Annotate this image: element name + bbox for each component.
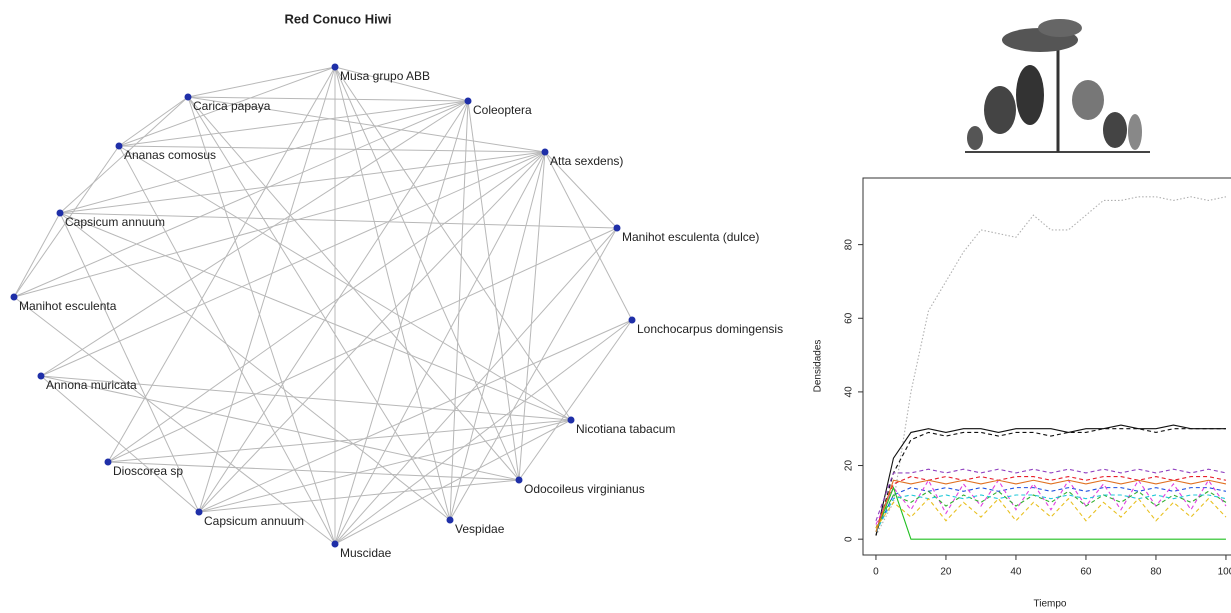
node [516, 477, 523, 484]
node [568, 417, 575, 424]
node-label: Capsicum annuum [204, 514, 304, 528]
edge [335, 152, 545, 544]
edge [450, 228, 617, 520]
plot-area [876, 197, 1226, 539]
node-label: Capsicum annuum [65, 215, 165, 229]
node [38, 373, 45, 380]
node [185, 94, 192, 101]
edge [119, 146, 335, 544]
y-tick-label: 80 [844, 239, 855, 251]
node [116, 143, 123, 150]
edge [199, 480, 519, 512]
node [332, 541, 339, 548]
network-title: Red Conuco Hiwi [285, 11, 392, 26]
x-tick-label: 40 [1010, 567, 1022, 578]
y-tick-label: 40 [844, 386, 855, 398]
edge [41, 152, 545, 376]
edge [41, 376, 199, 512]
y-axis-label: Densidades [813, 340, 824, 393]
node-label: Manihot esculenta (dulce) [622, 230, 759, 244]
x-tick-label: 20 [940, 567, 952, 578]
figure: Red Conuco Hiwi Musa grupo ABB Coleoptera… [0, 0, 1231, 613]
node-label: Muscidae [340, 546, 392, 560]
node-label: Nicotiana tabacum [576, 422, 675, 436]
edge [14, 213, 60, 297]
edge [41, 101, 468, 376]
node [57, 210, 64, 217]
edge [519, 320, 632, 480]
y-tick-label: 0 [844, 536, 855, 542]
series-line [876, 495, 1226, 532]
axes: 0 20 40 60 80 100 0 20 40 60 80 [844, 239, 1231, 578]
edge [335, 101, 468, 544]
node [105, 459, 112, 466]
node-label: Coleoptera [473, 103, 532, 117]
series-line [876, 480, 1226, 532]
node-label: Vespidae [455, 522, 505, 536]
y-tick-label: 20 [844, 460, 855, 472]
forest-illustration [965, 19, 1150, 152]
node [465, 98, 472, 105]
edge [335, 228, 617, 544]
y-tick-label: 60 [844, 312, 855, 324]
series-line [876, 499, 1226, 528]
node [542, 149, 549, 156]
edge [199, 420, 571, 512]
edge [188, 67, 335, 97]
node [629, 317, 636, 324]
node-label: Carica papaya [193, 99, 271, 113]
node-label: Lonchocarpus domingensis [637, 322, 783, 336]
node-label: Ananas comosus [124, 148, 216, 162]
node [196, 509, 203, 516]
node-label: Annona muricata [46, 378, 137, 392]
series-line [876, 429, 1226, 536]
node [614, 225, 621, 232]
series-line [876, 488, 1226, 540]
network: Musa grupo ABB Coleoptera Atta sexdens) Man… [11, 64, 784, 561]
node-label: Musa grupo ABB [340, 69, 430, 83]
x-axis-label: Tiempo [1034, 599, 1067, 610]
node [447, 517, 454, 524]
node [332, 64, 339, 71]
x-tick-label: 100 [1218, 567, 1231, 578]
node-label: Atta sexdens) [550, 154, 623, 168]
node-label: Dioscorea sp [113, 464, 183, 478]
series-line [876, 469, 1226, 521]
edge [119, 146, 571, 420]
x-tick-label: 0 [873, 567, 879, 578]
node-label: Odocoileus virginianus [524, 482, 645, 496]
x-tick-label: 80 [1150, 567, 1162, 578]
edge [335, 67, 571, 420]
series-line [876, 480, 1226, 524]
node [11, 294, 18, 301]
node-label: Manihot esculenta [19, 299, 117, 313]
x-tick-label: 60 [1080, 567, 1092, 578]
edge [188, 97, 450, 520]
